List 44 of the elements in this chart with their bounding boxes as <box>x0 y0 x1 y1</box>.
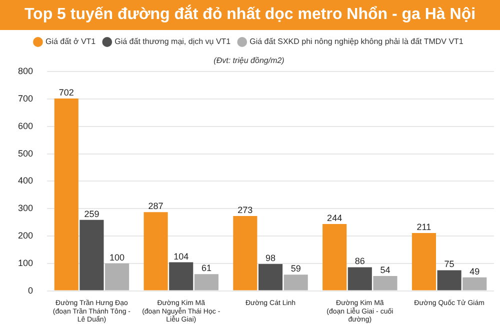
data-label: 86 <box>354 256 365 266</box>
legend-label: Giá đất thương mại, dịch vụ VT1 <box>114 37 232 46</box>
y-tick-label: 400 <box>18 176 34 186</box>
data-label: 54 <box>380 264 390 275</box>
data-label: 287 <box>148 201 164 212</box>
bar <box>54 98 78 290</box>
y-tick-label: 500 <box>18 148 34 158</box>
y-tick-label: 700 <box>18 93 34 104</box>
bar <box>412 232 436 290</box>
data-label: 211 <box>416 222 432 232</box>
legend-label: Giá đất SXKD phi nông nghiệp không phải là đất TMDV VT1 <box>250 37 464 46</box>
chart-title: Top 5 tuyến đường đắt đỏ nhất dọc metro Nhổn - ga Hà Nội <box>0 0 500 30</box>
bar <box>373 276 398 290</box>
data-label: 259 <box>84 208 100 219</box>
bar <box>105 263 130 290</box>
y-tick-label: 800 <box>18 66 34 76</box>
data-label: 75 <box>444 259 454 270</box>
data-label: 49 <box>470 266 480 276</box>
bar <box>144 212 168 290</box>
data-label: 59 <box>290 264 301 274</box>
bar <box>462 277 487 290</box>
data-label: 702 <box>58 87 74 98</box>
bar <box>322 224 347 290</box>
bar <box>348 267 372 290</box>
bar <box>194 274 218 290</box>
y-tick-label: 600 <box>18 120 34 131</box>
y-tick-label: 200 <box>18 230 34 240</box>
bar <box>169 262 194 290</box>
text: (Đvt: triệu đồng/m2) <box>214 56 285 66</box>
data-label: 61 <box>201 263 212 274</box>
data-label: 98 <box>266 252 276 263</box>
data-label: 244 <box>327 212 342 223</box>
bar <box>258 264 283 290</box>
data-label: 100 <box>110 252 125 262</box>
legend-label: Giá đất ở VT1 <box>45 37 96 46</box>
data-label: 273 <box>238 204 253 215</box>
y-tick-label: 300 <box>18 203 34 214</box>
bar <box>233 216 258 290</box>
data-label: 104 <box>174 251 189 262</box>
bar <box>80 220 104 290</box>
bar <box>437 270 462 290</box>
y-tick-label: 100 <box>18 258 34 268</box>
y-tick-label: 0 <box>28 285 34 296</box>
bar <box>284 274 308 290</box>
